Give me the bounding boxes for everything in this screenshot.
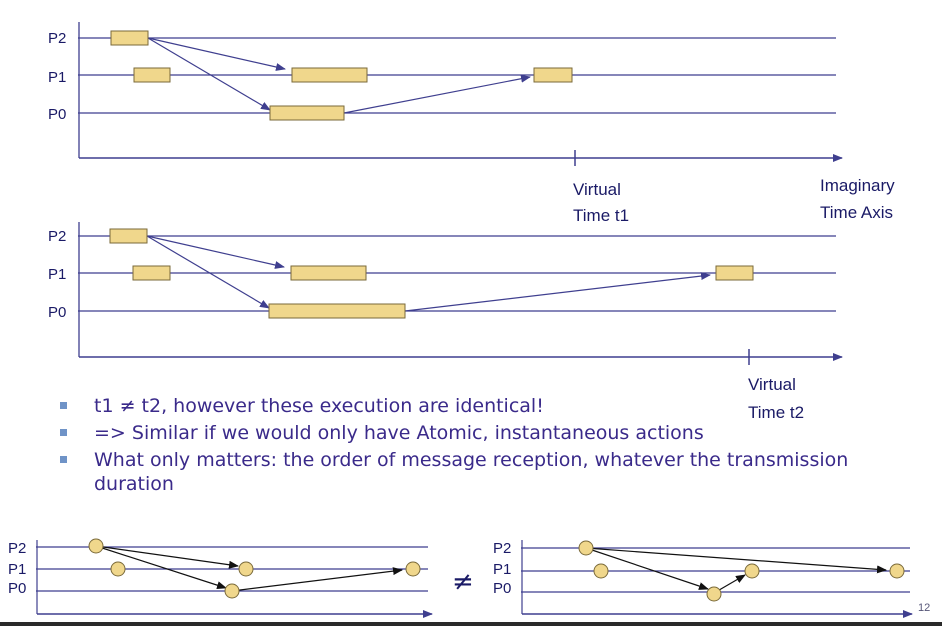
top-message-arrow — [343, 74, 531, 114]
top-time-marker-line2: Time t1 — [573, 206, 629, 225]
br-label-p2: P2 — [493, 540, 511, 557]
br-event-dot — [706, 586, 722, 602]
slide-number: 12 — [918, 602, 930, 614]
axis-label-line2: Time Axis — [820, 203, 893, 222]
bullet-marker — [60, 429, 67, 436]
bullet-text: What only matters: the order of message … — [94, 449, 849, 495]
top-event-box — [269, 105, 345, 121]
top-event-box — [533, 67, 573, 83]
br-message-arrow — [585, 547, 709, 590]
bl-message-arrow — [95, 545, 227, 590]
bl-label-p1: P1 — [8, 561, 26, 578]
top-event-box — [110, 30, 149, 46]
br-label-p1: P1 — [493, 561, 511, 578]
bl-message-arrow — [95, 545, 239, 569]
middle-event-box — [109, 228, 148, 244]
bullet-item: t1 ≠ t2, however these execution are ide… — [60, 394, 894, 418]
middle-label-p0: P0 — [48, 304, 66, 321]
bl-message-arrow — [231, 567, 403, 592]
middle-message-arrow — [404, 272, 711, 312]
bullet-marker — [60, 402, 67, 409]
br-event-dot — [744, 563, 760, 579]
bullet-list: t1 ≠ t2, however these execution are ide… — [60, 394, 894, 499]
middle-event-box — [132, 265, 171, 281]
br-event-dot — [578, 540, 594, 556]
not-equal-symbol: ≠ — [452, 567, 474, 597]
bullet-item: What only matters: the order of message … — [60, 448, 894, 496]
bl-event-dot — [88, 538, 104, 554]
bullet-text: t1 ≠ t2, however these execution are ide… — [94, 395, 544, 417]
top-diagram: P2 P1 P0 Virtual Time t1 Imaginary Time … — [48, 22, 895, 225]
middle-label-p1: P1 — [48, 266, 66, 283]
bullet-text: => Similar if we would only have Atomic,… — [94, 422, 704, 444]
bullet-marker — [60, 456, 67, 463]
bl-event-dot — [238, 561, 254, 577]
middle-message-arrow — [146, 235, 270, 309]
top-message-arrow — [147, 37, 286, 71]
middle-event-box — [268, 303, 406, 319]
bl-event-dot — [224, 583, 240, 599]
top-label-p0: P0 — [48, 106, 66, 123]
bottom-right-diagram: P2 P1 P0 — [493, 540, 913, 618]
top-message-arrow — [147, 37, 271, 111]
top-time-marker-line1: Virtual — [573, 180, 621, 199]
bl-label-p2: P2 — [8, 540, 26, 557]
bullet-item: => Similar if we would only have Atomic,… — [60, 421, 894, 445]
bl-event-dot — [110, 561, 126, 577]
bottom-left-diagram: P2 P1 P0 — [8, 538, 433, 618]
bl-event-dot — [405, 561, 421, 577]
br-event-dot — [889, 563, 905, 579]
middle-label-p2: P2 — [48, 228, 66, 245]
middle-time-marker-line1: Virtual — [748, 375, 796, 394]
bottom-rule — [0, 622, 942, 626]
middle-event-box — [715, 265, 754, 281]
bl-label-p0: P0 — [8, 580, 26, 597]
middle-time-marker-line2: Time t2 — [748, 403, 804, 422]
br-message-arrow — [585, 547, 887, 574]
top-label-p2: P2 — [48, 30, 66, 47]
top-event-box — [291, 67, 368, 83]
axis-label-line1: Imaginary — [820, 176, 895, 195]
middle-event-box — [290, 265, 367, 281]
middle-diagram: P2 P1 P0 Virtual Time t2 — [48, 222, 843, 422]
br-label-p0: P0 — [493, 580, 511, 597]
middle-message-arrow — [146, 235, 285, 269]
br-event-dot — [593, 563, 609, 579]
top-event-box — [133, 67, 171, 83]
top-label-p1: P1 — [48, 69, 66, 86]
